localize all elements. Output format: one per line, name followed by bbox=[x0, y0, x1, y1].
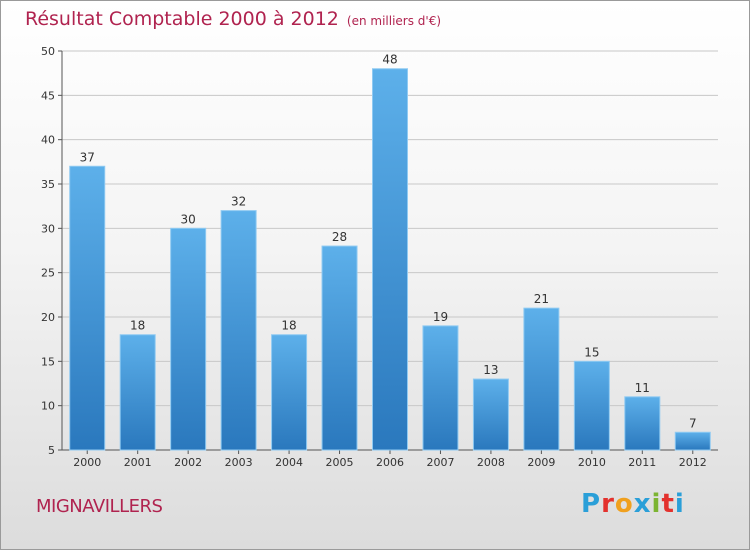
value-label: 32 bbox=[231, 195, 246, 209]
y-tick-label: 5 bbox=[48, 444, 55, 457]
bar-2012 bbox=[674, 431, 711, 451]
bar-2008 bbox=[472, 378, 509, 451]
x-tick-label: 2002 bbox=[174, 456, 202, 469]
value-label: 30 bbox=[181, 212, 196, 226]
bar-2004 bbox=[271, 334, 308, 451]
logo-letter: r bbox=[601, 489, 615, 519]
chart-unit: (en milliers d'€) bbox=[346, 14, 442, 28]
value-label: 19 bbox=[433, 310, 448, 324]
bar-2010 bbox=[573, 360, 610, 451]
value-label: 13 bbox=[483, 363, 498, 377]
x-tick-label: 2003 bbox=[225, 456, 253, 469]
value-label: 18 bbox=[281, 319, 296, 333]
x-tick-label: 2009 bbox=[527, 456, 555, 469]
y-tick-label: 40 bbox=[41, 134, 55, 147]
x-tick-label: 2005 bbox=[326, 456, 354, 469]
value-label: 11 bbox=[635, 381, 650, 395]
y-tick-label: 25 bbox=[41, 267, 55, 280]
y-tick-label: 50 bbox=[41, 45, 55, 58]
x-tick-label: 2004 bbox=[275, 456, 303, 469]
value-label: 48 bbox=[382, 53, 397, 67]
logo-letter: t bbox=[661, 489, 675, 519]
y-tick-label: 35 bbox=[41, 178, 55, 191]
logo-letter: i bbox=[651, 489, 662, 519]
chart-title-text: Résultat Comptable 2000 à 2012 bbox=[25, 8, 339, 30]
logo-letter: o bbox=[614, 489, 634, 519]
bar-2009 bbox=[523, 307, 560, 451]
y-tick-label: 15 bbox=[41, 355, 55, 368]
chart-title: Résultat Comptable 2000 à 2012 (en millie… bbox=[25, 8, 441, 30]
bar-2011 bbox=[624, 396, 661, 451]
x-tick-label: 2008 bbox=[477, 456, 505, 469]
bar-2006 bbox=[372, 68, 408, 451]
value-label: 28 bbox=[332, 230, 347, 244]
bar-2007 bbox=[422, 325, 459, 451]
y-tick-label: 30 bbox=[41, 222, 55, 235]
proxiti-logo: Proxiti bbox=[581, 489, 685, 519]
logo-letter: i bbox=[674, 489, 685, 519]
x-tick-label: 2010 bbox=[578, 456, 606, 469]
logo-letter: x bbox=[633, 489, 652, 519]
y-tick-label: 45 bbox=[41, 89, 55, 102]
y-tick-label: 20 bbox=[41, 311, 55, 324]
x-tick-label: 2011 bbox=[628, 456, 656, 469]
labels: 37 18 30 32 18 28 48 19 13 21 15 11 7 bbox=[80, 53, 697, 431]
y-tick-label: 10 bbox=[41, 400, 55, 413]
logo-letter: P bbox=[581, 489, 602, 519]
bar-2002 bbox=[170, 227, 207, 451]
bar-2001 bbox=[119, 334, 156, 451]
x-tick-label: 2006 bbox=[376, 456, 404, 469]
bars bbox=[69, 68, 711, 451]
axes: 5 10 15 20 25 30 35 40 45 50 2000 2001 2002 2003 2004 2… bbox=[41, 45, 718, 469]
bar-2005 bbox=[321, 245, 358, 451]
value-label: 7 bbox=[689, 416, 697, 430]
value-label: 37 bbox=[80, 150, 95, 164]
x-tick-label: 2001 bbox=[124, 456, 152, 469]
commune-name: MIGNAVILLERS bbox=[36, 496, 163, 517]
bar-2000 bbox=[69, 165, 106, 451]
x-tick-label: 2000 bbox=[73, 456, 101, 469]
x-tick-label: 2007 bbox=[426, 456, 454, 469]
x-tick-label: 2012 bbox=[679, 456, 707, 469]
bar-2003 bbox=[220, 210, 257, 451]
value-label: 15 bbox=[584, 345, 599, 359]
value-label: 18 bbox=[130, 319, 145, 333]
value-label: 21 bbox=[534, 292, 549, 306]
